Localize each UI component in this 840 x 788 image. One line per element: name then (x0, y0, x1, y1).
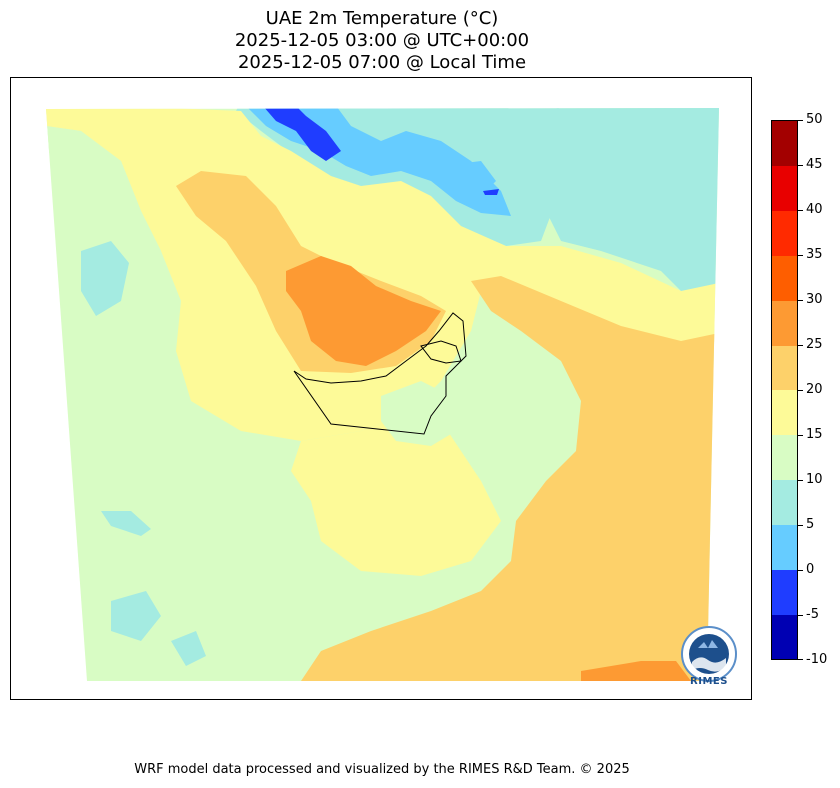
colorbar-tick-label: 0 (806, 562, 815, 577)
colorbar-tick-label: -10 (806, 652, 828, 667)
colorbar-tick-label: 50 (806, 112, 823, 127)
colorbar-tick-label: 25 (806, 337, 823, 352)
colorbar-tick-mark (798, 345, 803, 346)
colorbar-bin (772, 345, 797, 391)
map-title-line-1: UAE 2m Temperature (°C) (265, 8, 499, 29)
band-5-10-w-patch-3 (101, 511, 151, 536)
band-5-10-sw-patch (111, 591, 161, 641)
colorbar-tick-mark (798, 525, 803, 526)
temperature-contours (46, 108, 719, 681)
temperature-map (10, 77, 752, 700)
band-25-30-gulf (286, 256, 441, 366)
colorbar-bin (772, 210, 797, 256)
colorbar-tick-mark (798, 390, 803, 391)
colorbar-tick-mark (798, 210, 803, 211)
band-25-30-south (581, 661, 691, 681)
band-15-20-central (291, 411, 501, 576)
colorbar-bin (772, 165, 797, 212)
colorbar-bin (772, 121, 797, 167)
colorbar-tick-label: 30 (806, 292, 823, 307)
colorbar-tick-mark (798, 659, 803, 660)
colorbar-tick-mark (798, 300, 803, 301)
colorbar-bin (772, 524, 797, 570)
colorbar-tick-mark (798, 435, 803, 436)
colorbar-tick-mark (798, 480, 803, 481)
band-5-10-northeast (531, 108, 719, 301)
colorbar-tick-label: -5 (806, 607, 819, 622)
colorbar-tick-label: 40 (806, 202, 823, 217)
colorbar-bin (772, 300, 797, 346)
colorbar-tick-label: 10 (806, 472, 823, 487)
band-10-15-northwest (46, 126, 161, 251)
band-10-15-interior (381, 381, 456, 446)
colorbar-tick-label: 20 (806, 382, 823, 397)
colorbar-bin (772, 479, 797, 525)
band-5-10-sw-patch-2 (171, 631, 206, 666)
colorbar-bin (772, 434, 797, 481)
colorbar-tick-label: 5 (806, 517, 815, 532)
uae-border (293, 312, 467, 435)
map-title-line-3: 2025-12-05 07:00 @ Local Time (237, 52, 527, 73)
band-0-5-patch (441, 161, 496, 196)
colorbar-tick-label: 45 (806, 157, 823, 172)
colorbar-tick-label: 35 (806, 247, 823, 262)
colorbar (771, 120, 798, 660)
colorbar-tick-mark (798, 570, 803, 571)
colorbar-bin (772, 255, 797, 301)
colorbar-bin (772, 569, 797, 615)
band-20-25-southeast (301, 276, 719, 681)
temperature-field (46, 108, 719, 681)
band-minus5-0-dot (483, 189, 499, 195)
colorbar-bin (772, 614, 797, 659)
colorbar-bin (772, 390, 797, 436)
uae-inner-border (420, 340, 462, 364)
band-minus5-0-core (263, 108, 341, 161)
colorbar-tick-mark (798, 165, 803, 166)
map-title-line-2: 2025-12-05 03:00 @ UTC+00:00 (234, 30, 530, 51)
colorbar-tick-mark (798, 255, 803, 256)
colorbar-tick-label: 15 (806, 427, 823, 442)
rimes-logo (681, 626, 737, 682)
colorbar-tick-mark (798, 615, 803, 616)
band-5-10-west-patch (81, 241, 129, 316)
rimes-logo-text: RIMES (690, 676, 728, 687)
colorbar-tick-mark (798, 120, 803, 121)
credit-footer: WRF model data processed and visualized … (134, 762, 630, 777)
